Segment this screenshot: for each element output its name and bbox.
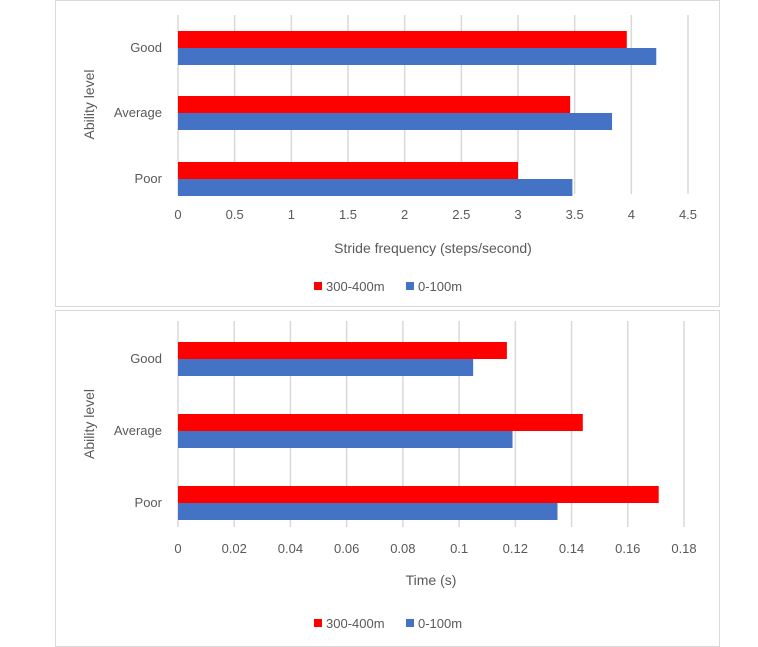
- x-tick-label: 0.08: [390, 541, 415, 556]
- bar-300-400m-good: [178, 31, 627, 48]
- x-tick-label: 0.1: [450, 541, 468, 556]
- y-axis-title: Ability level: [81, 69, 97, 139]
- bar-0-100m-average: [178, 113, 613, 130]
- x-tick-label: 1: [288, 207, 295, 222]
- x-tick-label: 1.5: [339, 207, 357, 222]
- x-tick-label: 0.04: [278, 541, 303, 556]
- x-tick-label: 0.5: [226, 207, 244, 222]
- legend-swatch-300-400m: [314, 282, 322, 290]
- legend-label-0-100m: 0-100m: [418, 616, 462, 631]
- stride-frequency-chart: 0 0.5 1 1.5 2 2.5 3 3.5 4 4.5 Good Average Poor Strid…: [81, 15, 697, 294]
- x-tick-label: 3.5: [566, 207, 584, 222]
- bar-300-400m-average: [178, 414, 583, 431]
- bar-0-100m-poor: [178, 503, 558, 520]
- bar-300-400m-poor: [178, 486, 659, 503]
- x-tick-label: 0.16: [615, 541, 640, 556]
- y-category-label: Average: [114, 105, 162, 120]
- chart-panel-time: 0 0.02 0.04 0.06 0.08 0.1 0.12 0.14 0.16 0.18 Good…: [55, 310, 720, 647]
- y-category-label: Good: [130, 40, 162, 55]
- legend-swatch-300-400m: [314, 619, 322, 627]
- bar-300-400m-good: [178, 342, 507, 359]
- bar-300-400m-poor: [178, 162, 518, 179]
- bar-0-100m-poor: [178, 179, 573, 196]
- x-tick-label: 0: [174, 541, 181, 556]
- x-tick-label: 0.12: [503, 541, 528, 556]
- y-category-label: Good: [130, 351, 162, 366]
- chart-panel-stride-frequency: 0 0.5 1 1.5 2 2.5 3 3.5 4 4.5 Good Average Poor Strid…: [55, 0, 720, 307]
- x-tick-label: 4: [628, 207, 635, 222]
- legend-label-300-400m: 300-400m: [326, 279, 385, 294]
- time-chart: 0 0.02 0.04 0.06 0.08 0.1 0.12 0.14 0.16 0.18 Good…: [81, 321, 697, 631]
- bar-0-100m-good: [178, 48, 657, 65]
- x-tick-label: 0.14: [559, 541, 584, 556]
- x-tick-label: 0: [174, 207, 181, 222]
- x-tick-label: 2: [401, 207, 408, 222]
- legend-label-300-400m: 300-400m: [326, 616, 385, 631]
- x-tick-label: 0.06: [334, 541, 359, 556]
- y-category-label: Poor: [135, 495, 163, 510]
- x-tick-label: 2.5: [452, 207, 470, 222]
- y-axis-title: Ability level: [81, 389, 97, 459]
- bar-300-400m-average: [178, 96, 571, 113]
- x-axis-title: Stride frequency (steps/second): [334, 240, 532, 256]
- x-axis-title: Time (s): [406, 572, 457, 588]
- y-category-label: Poor: [135, 171, 163, 186]
- x-tick-label: 0.02: [222, 541, 247, 556]
- x-tick-label: 3: [514, 207, 521, 222]
- x-tick-label: 0.18: [671, 541, 696, 556]
- legend-swatch-0-100m: [406, 619, 414, 627]
- y-category-label: Average: [114, 423, 162, 438]
- legend-label-0-100m: 0-100m: [418, 279, 462, 294]
- bar-0-100m-average: [178, 431, 513, 448]
- legend-swatch-0-100m: [406, 282, 414, 290]
- x-tick-label: 4.5: [679, 207, 697, 222]
- bar-0-100m-good: [178, 359, 474, 376]
